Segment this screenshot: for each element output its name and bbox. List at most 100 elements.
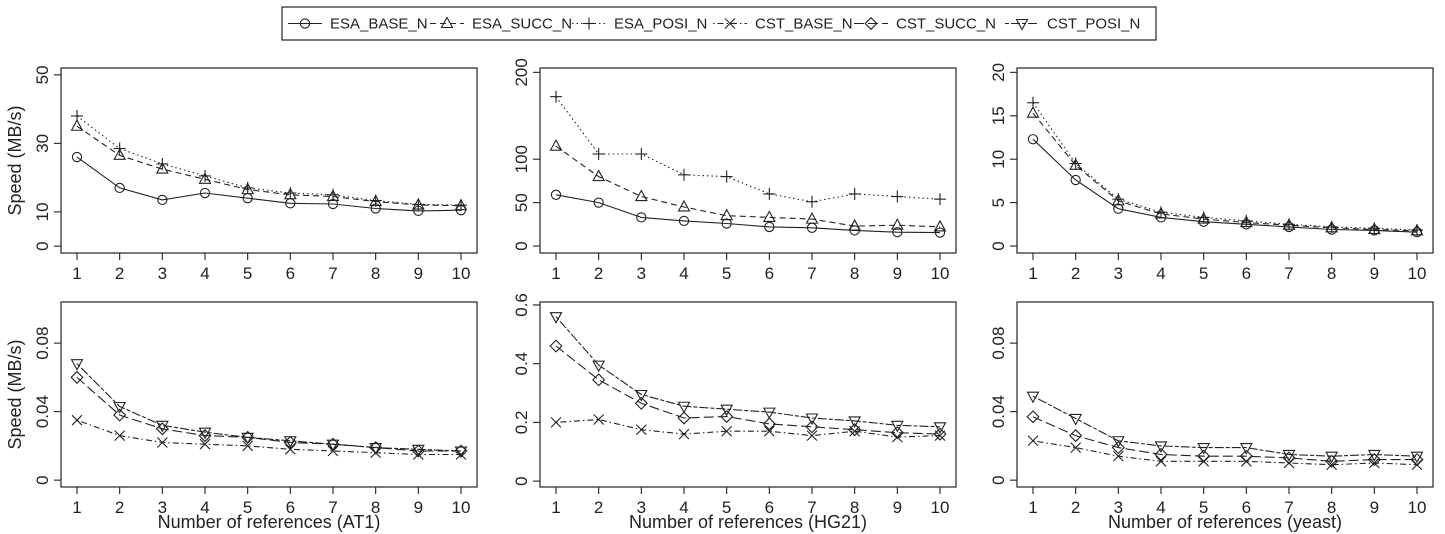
x-tick-label: 1 [551,498,560,517]
legend-entry: CST_BASE_N [713,16,853,33]
x-tick-label: 2 [115,264,124,283]
legend: ESA_BASE_N ESA_SUCC_N ESA_POSI_N CST_BASE_N… [281,6,1157,41]
x-tick-label: 10 [931,498,950,517]
data-point [592,169,606,182]
x-tick-label: 1 [1028,498,1037,517]
data-point [933,427,947,441]
chart-panel: 1 2 3 4 5 6 7 8 9 10 0 0.04 0.08 Speed (MB/s) Number o… [5,301,478,532]
series [1027,96,1423,236]
y-tick-label: 0.04 [33,395,52,428]
legend-label: CST_SUCC_N [896,16,996,33]
series-line [1032,102,1418,231]
data-point [369,194,382,207]
data-point [934,193,946,206]
series [70,119,468,211]
series [1027,134,1423,238]
legend-marker [440,16,454,29]
data-point [1026,410,1040,424]
data-point [593,414,605,425]
data-point [1411,223,1423,236]
data-point [1154,441,1168,454]
series-line [555,316,941,428]
x-tick-label: 1 [72,498,81,517]
series [1026,391,1424,464]
data-point [592,373,606,387]
data-point [1112,450,1124,462]
data-point [549,339,563,353]
x-tick-label: 5 [722,498,731,517]
plot-frame [539,301,957,488]
y-tick-label: 50 [512,193,531,212]
data-point [1026,106,1040,118]
x-tick-label: 4 [679,264,688,283]
data-point [1325,220,1338,233]
x-tick-label: 7 [807,264,816,283]
data-point [157,194,168,206]
data-point [113,408,127,422]
data-point [891,190,904,203]
series-line [555,418,941,438]
legend-marker [583,17,595,30]
x-tick-label: 1 [72,264,81,283]
data-point [763,425,775,437]
x-tick-label: 7 [1284,264,1293,283]
legend-marker [724,18,736,29]
data-point [720,170,733,183]
data-point [155,422,169,436]
data-point [284,187,297,200]
x-tick-label: 4 [679,498,688,517]
series [549,312,947,434]
x-tick-label: 2 [594,498,603,517]
data-point [1111,436,1125,448]
x-tick-label: 6 [286,264,295,283]
data-point [806,195,818,208]
series-line [1032,416,1417,462]
data-point [1070,442,1082,453]
series [549,339,947,441]
x-tick-label: 9 [414,264,423,283]
y-tick-label: 0.4 [512,352,531,376]
y-tick-label: 5 [989,198,1008,207]
data-point [805,413,819,426]
data-point [114,430,126,442]
data-point [550,417,562,428]
x-tick-label: 9 [1370,498,1379,517]
plot-frame [60,301,478,488]
data-point [550,90,562,103]
series-line [555,145,941,228]
data-point [454,446,468,459]
data-point [1325,451,1339,464]
data-point [1026,391,1040,404]
data-point [199,438,211,450]
x-tick-label: 2 [1071,264,1080,283]
legend-label: CST_POSI_N [1047,16,1140,33]
data-point [412,198,425,211]
data-point [1368,222,1381,235]
data-point [848,423,862,437]
data-point [890,420,904,433]
series-line [1032,395,1418,457]
plot-frame [60,67,478,254]
data-point [720,404,734,417]
y-tick-label: 0 [33,241,52,250]
data-point [1410,453,1424,467]
chart-panel: 1 2 3 4 5 6 7 8 9 10 0 10 30 50 Speed (MB/s) [5,65,478,283]
data-point [1197,443,1211,455]
data-point [70,119,84,131]
data-point [327,188,339,201]
plot-frame [539,67,957,254]
x-tick-label: 7 [1284,498,1293,517]
x-tick-label: 5 [1199,498,1208,517]
x-tick-label: 4 [1156,264,1165,283]
data-point [1239,449,1253,463]
data-point [1197,211,1210,224]
data-point [848,416,862,429]
x-tick-label: 9 [414,498,423,517]
x-tick-label: 3 [1114,498,1123,517]
data-point [933,422,947,434]
data-point [199,187,211,199]
legend-marker [1015,18,1029,31]
x-tick-label: 8 [850,498,859,517]
data-point [1197,449,1211,463]
data-point [241,181,254,194]
